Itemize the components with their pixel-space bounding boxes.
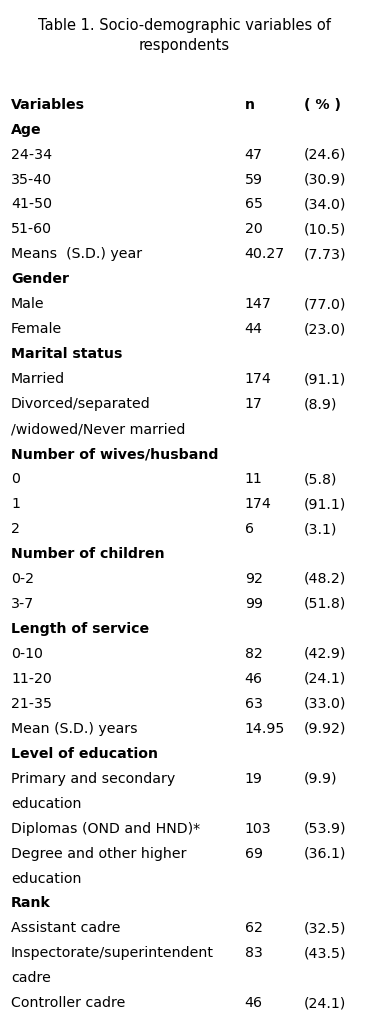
Text: 83: 83 <box>245 946 263 961</box>
Text: 44: 44 <box>245 323 263 336</box>
Text: Divorced/separated: Divorced/separated <box>11 397 151 412</box>
Text: Level of education: Level of education <box>11 746 158 761</box>
Text: (53.9): (53.9) <box>304 821 346 836</box>
Text: (10.5): (10.5) <box>304 222 346 237</box>
Text: 20: 20 <box>245 222 262 237</box>
Text: (7.73): (7.73) <box>304 248 346 261</box>
Text: Table 1. Socio-demographic variables of
respondents: Table 1. Socio-demographic variables of … <box>38 18 330 52</box>
Text: (30.9): (30.9) <box>304 172 346 186</box>
Text: 103: 103 <box>245 821 272 836</box>
Text: 2: 2 <box>11 522 20 536</box>
Text: Female: Female <box>11 323 62 336</box>
Text: Number of wives/husband: Number of wives/husband <box>11 447 219 461</box>
Text: Married: Married <box>11 373 65 386</box>
Text: (9.9): (9.9) <box>304 772 337 785</box>
Text: (24.6): (24.6) <box>304 147 346 162</box>
Text: (24.1): (24.1) <box>304 996 346 1011</box>
Text: (51.8): (51.8) <box>304 597 346 611</box>
Text: education: education <box>11 871 82 886</box>
Text: Mean (S.D.) years: Mean (S.D.) years <box>11 722 138 735</box>
Text: (91.1): (91.1) <box>304 497 346 511</box>
Text: 46: 46 <box>245 996 263 1011</box>
Text: Marital status: Marital status <box>11 347 123 361</box>
Text: 62: 62 <box>245 922 263 936</box>
Text: /widowed/Never married: /widowed/Never married <box>11 422 185 436</box>
Text: 41-50: 41-50 <box>11 198 52 212</box>
Text: (8.9): (8.9) <box>304 397 337 412</box>
Text: 19: 19 <box>245 772 263 785</box>
Text: 174: 174 <box>245 497 272 511</box>
Text: 1: 1 <box>11 497 20 511</box>
Text: 24-34: 24-34 <box>11 147 52 162</box>
Text: 3-7: 3-7 <box>11 597 34 611</box>
Text: Variables: Variables <box>11 97 85 112</box>
Text: Diplomas (OND and HND)*: Diplomas (OND and HND)* <box>11 821 200 836</box>
Text: 147: 147 <box>245 297 272 311</box>
Text: cadre: cadre <box>11 972 51 985</box>
Text: Assistant cadre: Assistant cadre <box>11 922 121 936</box>
Text: 17: 17 <box>245 397 263 412</box>
Text: 11-20: 11-20 <box>11 672 52 686</box>
Text: (5.8): (5.8) <box>304 472 337 486</box>
Text: (32.5): (32.5) <box>304 922 346 936</box>
Text: 65: 65 <box>245 198 263 212</box>
Text: (9.92): (9.92) <box>304 722 346 735</box>
Text: 14.95: 14.95 <box>245 722 285 735</box>
Text: (43.5): (43.5) <box>304 946 346 961</box>
Text: (42.9): (42.9) <box>304 647 346 660</box>
Text: 47: 47 <box>245 147 263 162</box>
Text: 63: 63 <box>245 696 263 711</box>
Text: 40.27: 40.27 <box>245 248 285 261</box>
Text: (77.0): (77.0) <box>304 297 346 311</box>
Text: 69: 69 <box>245 847 263 860</box>
Text: n: n <box>245 97 255 112</box>
Text: Inspectorate/superintendent: Inspectorate/superintendent <box>11 946 214 961</box>
Text: 92: 92 <box>245 572 263 586</box>
Text: 21-35: 21-35 <box>11 696 52 711</box>
Text: (36.1): (36.1) <box>304 847 346 860</box>
Text: (34.0): (34.0) <box>304 198 346 212</box>
Text: Primary and secondary: Primary and secondary <box>11 772 175 785</box>
Text: (24.1): (24.1) <box>304 672 346 686</box>
Text: 46: 46 <box>245 672 263 686</box>
Text: 0-10: 0-10 <box>11 647 43 660</box>
Text: Gender: Gender <box>11 272 69 287</box>
Text: 0-2: 0-2 <box>11 572 34 586</box>
Text: 82: 82 <box>245 647 262 660</box>
Text: Rank: Rank <box>11 896 51 910</box>
Text: Age: Age <box>11 123 42 136</box>
Text: Length of service: Length of service <box>11 622 149 636</box>
Text: Means  (S.D.) year: Means (S.D.) year <box>11 248 142 261</box>
Text: (23.0): (23.0) <box>304 323 346 336</box>
Text: 51-60: 51-60 <box>11 222 52 237</box>
Text: 59: 59 <box>245 172 263 186</box>
Text: 174: 174 <box>245 373 272 386</box>
Text: (91.1): (91.1) <box>304 373 346 386</box>
Text: 35-40: 35-40 <box>11 172 52 186</box>
Text: (48.2): (48.2) <box>304 572 346 586</box>
Text: Number of children: Number of children <box>11 547 164 561</box>
Text: 6: 6 <box>245 522 254 536</box>
Text: Degree and other higher: Degree and other higher <box>11 847 187 860</box>
Text: 99: 99 <box>245 597 263 611</box>
Text: (3.1): (3.1) <box>304 522 337 536</box>
Text: ( % ): ( % ) <box>304 97 341 112</box>
Text: education: education <box>11 797 82 811</box>
Text: 11: 11 <box>245 472 262 486</box>
Text: 0: 0 <box>11 472 20 486</box>
Text: Male: Male <box>11 297 45 311</box>
Text: Controller cadre: Controller cadre <box>11 996 125 1011</box>
Text: (33.0): (33.0) <box>304 696 346 711</box>
